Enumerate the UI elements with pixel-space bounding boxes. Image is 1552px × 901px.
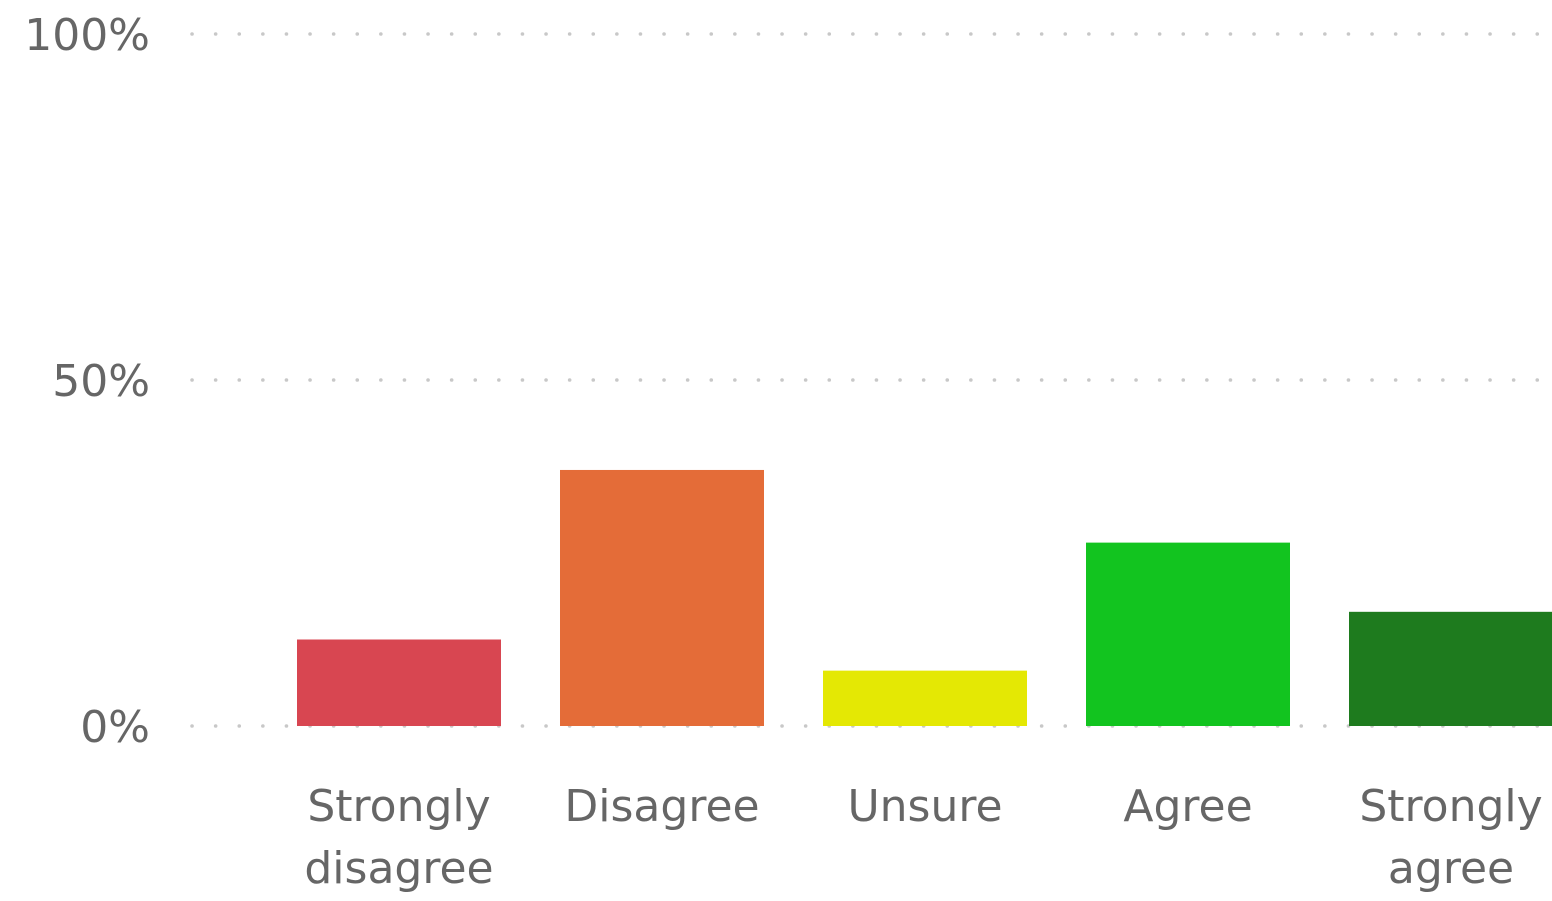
x-tick-label: Unsure <box>847 781 1002 832</box>
bar-strongly-agree[interactable] <box>1349 611 1552 726</box>
y-tick-label: 100% <box>24 10 150 61</box>
x-axis-labels: Strongly disagree Disagree Unsure Agree Stron… <box>304 781 1542 894</box>
x-tick-label-line: Agree <box>1123 781 1252 832</box>
x-tick-label: Strongly disagree <box>304 781 493 894</box>
y-axis-ticks: 0% 50% 100% <box>24 10 150 753</box>
y-tick-label: 50% <box>52 356 150 407</box>
x-tick-label: Strongly agree <box>1359 781 1542 894</box>
x-tick-label-line: Disagree <box>564 781 759 832</box>
gridlines <box>190 32 1552 728</box>
x-tick-label: Agree <box>1123 781 1252 832</box>
bars <box>297 469 1552 727</box>
x-tick-label-line: disagree <box>304 843 493 894</box>
x-tick-label-line: Unsure <box>847 781 1002 832</box>
x-tick-label-line: Strongly <box>307 781 490 832</box>
x-tick-label-line: agree <box>1388 843 1514 894</box>
bar-strongly-disagree[interactable] <box>297 639 501 727</box>
y-tick-label: 0% <box>80 702 150 753</box>
bar-unsure[interactable] <box>823 670 1027 726</box>
x-tick-label: Disagree <box>564 781 759 832</box>
x-tick-label-line: Strongly <box>1359 781 1542 832</box>
bar-agree[interactable] <box>1086 542 1290 726</box>
bar-disagree[interactable] <box>560 469 764 726</box>
